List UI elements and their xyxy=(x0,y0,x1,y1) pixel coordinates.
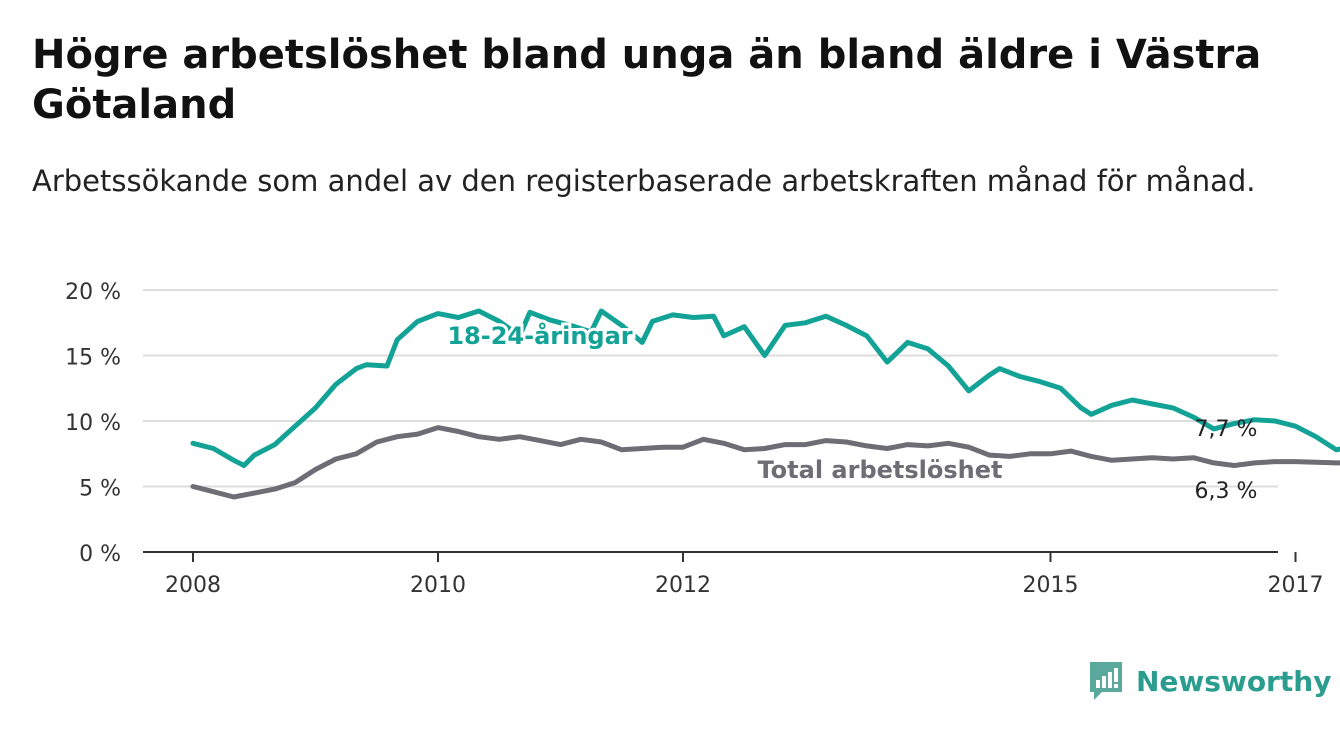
series-name-label: Total arbetslöshet xyxy=(757,456,1002,484)
y-tick-label: 10 % xyxy=(65,411,121,436)
series-name-label: 18-24-åringar xyxy=(447,321,632,350)
series-end-label: 7,7 % xyxy=(1195,417,1258,442)
x-tick-label: 2017 xyxy=(1268,573,1324,598)
y-tick-label: 15 % xyxy=(65,346,121,371)
x-tick-label: 2015 xyxy=(1023,573,1079,598)
brand-name: Newsworthy xyxy=(1136,664,1332,698)
series-line xyxy=(190,425,1340,500)
x-tick-label: 2008 xyxy=(165,573,221,598)
chart-subtitle: Arbetssökande som andel av den registerb… xyxy=(32,164,1256,198)
y-tick-label: 5 % xyxy=(79,477,121,502)
y-tick-label: 20 % xyxy=(65,280,121,305)
y-axis-labels: 0 % 5 % 10 % 15 % 20 % xyxy=(65,280,121,567)
series-end-label: 6,3 % xyxy=(1195,479,1258,504)
grid-lines xyxy=(143,289,1278,488)
chart-title: Högre arbetslöshet bland unga än bland ä… xyxy=(32,32,1262,128)
brand-logo: Newsworthy xyxy=(1088,660,1331,702)
newsworthy-logo-icon xyxy=(1090,662,1122,700)
series-line xyxy=(190,308,1340,468)
series-lines xyxy=(190,308,1340,500)
x-tick-label: 2012 xyxy=(655,573,711,598)
x-axis: 20082010201220152017202020222024 xyxy=(143,551,1324,598)
series-labels: 7,7 % 6,3 % 18-24-åringar Total arbetslöshe… xyxy=(444,318,1258,504)
y-tick-label: 0 % xyxy=(79,542,121,567)
x-tick-label: 2010 xyxy=(410,573,466,598)
